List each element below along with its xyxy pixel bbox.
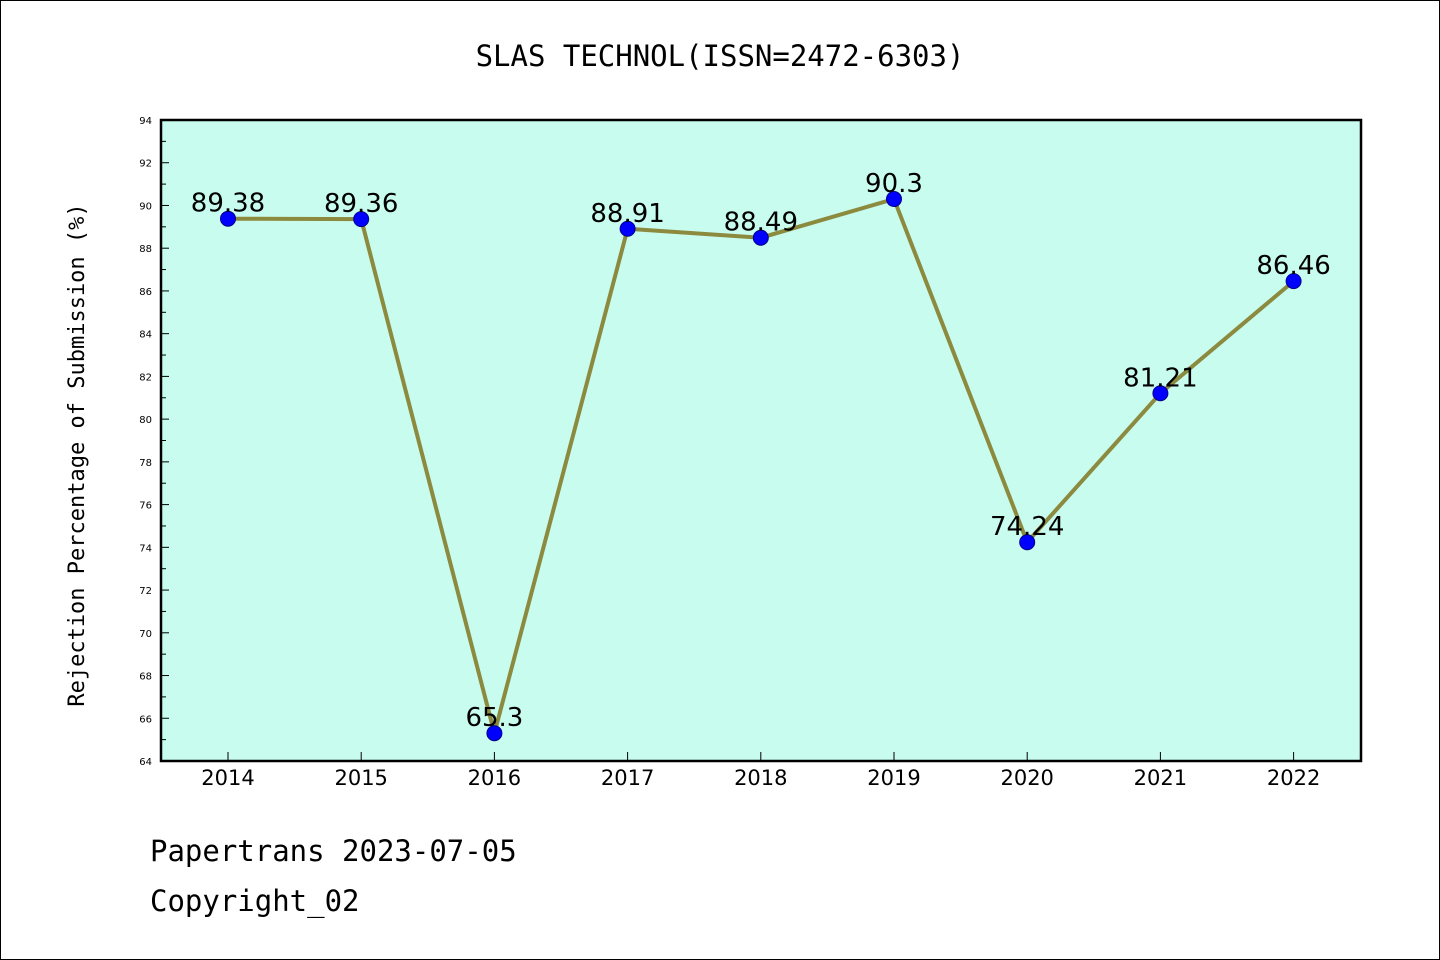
x-axis: 2014 2015 2016 2017 2018 2019 2020 2021 2022 [201,752,1320,790]
data-point [220,210,236,227]
footer-source: Papertrans 2023-07-05 [150,834,517,868]
data-label: 89.38 [191,189,265,219]
footer-copyright: Copyright_02 [150,884,360,918]
x-tick-label: 2017 [601,766,654,790]
y-tick-label: 68 [139,672,152,683]
y-tick-label: 64 [139,757,152,768]
data-label: 88.49 [724,208,798,238]
data-point [752,229,769,246]
y-tick-label: 90 [139,201,152,212]
y-tick-label: 70 [139,629,152,640]
y-tick-label: 66 [139,714,152,725]
x-tick-label: 2014 [201,766,254,790]
data-label: 74.24 [990,512,1064,542]
y-tick-label: 80 [139,415,152,426]
x-tick-label: 2019 [867,766,920,790]
y-axis-title: Rejection Percentage of Submission (%) [65,203,90,706]
data-point [1152,385,1169,402]
y-tick-label: 78 [139,458,152,469]
data-label: 89.36 [324,189,398,219]
data-point [1019,534,1036,551]
data-label: 81.21 [1123,363,1197,393]
y-tick-label: 76 [139,501,152,512]
data-point [886,191,902,208]
y-tick-label: 84 [139,330,152,341]
y-tick-label: 94 [139,116,152,127]
data-label: 65.3 [465,703,523,733]
y-tick-label: 88 [139,244,152,255]
chart-title: SLAS TECHNOL(ISSN=2472-6303) [476,39,965,73]
data-label: 86.46 [1256,251,1330,281]
data-label: 90.3 [865,169,923,199]
y-tick-label: 86 [139,287,152,298]
series-layer [220,191,1302,742]
data-label: 88.91 [590,199,664,229]
y-tick-label: 82 [139,372,152,383]
y-axis: 64 66 68 70 72 74 76 78 80 82 84 86 88 90 92 94 [139,116,169,768]
data-point [619,220,636,237]
data-labels: 89.38 89.36 65.3 88.91 88.49 90.3 74.24 81.21 86… [191,169,1331,733]
x-tick-label: 2016 [468,766,521,790]
y-tick-label: 92 [139,159,152,170]
x-tick-label: 2022 [1267,766,1320,790]
y-tick-label: 72 [139,586,152,597]
data-point [353,211,370,228]
y-tick-label: 74 [139,543,152,554]
data-point [1285,273,1302,290]
x-tick-label: 2020 [1000,766,1053,790]
x-tick-label: 2021 [1134,766,1187,790]
x-tick-label: 2018 [734,766,787,790]
data-point [486,725,503,742]
x-tick-label: 2015 [334,766,387,790]
